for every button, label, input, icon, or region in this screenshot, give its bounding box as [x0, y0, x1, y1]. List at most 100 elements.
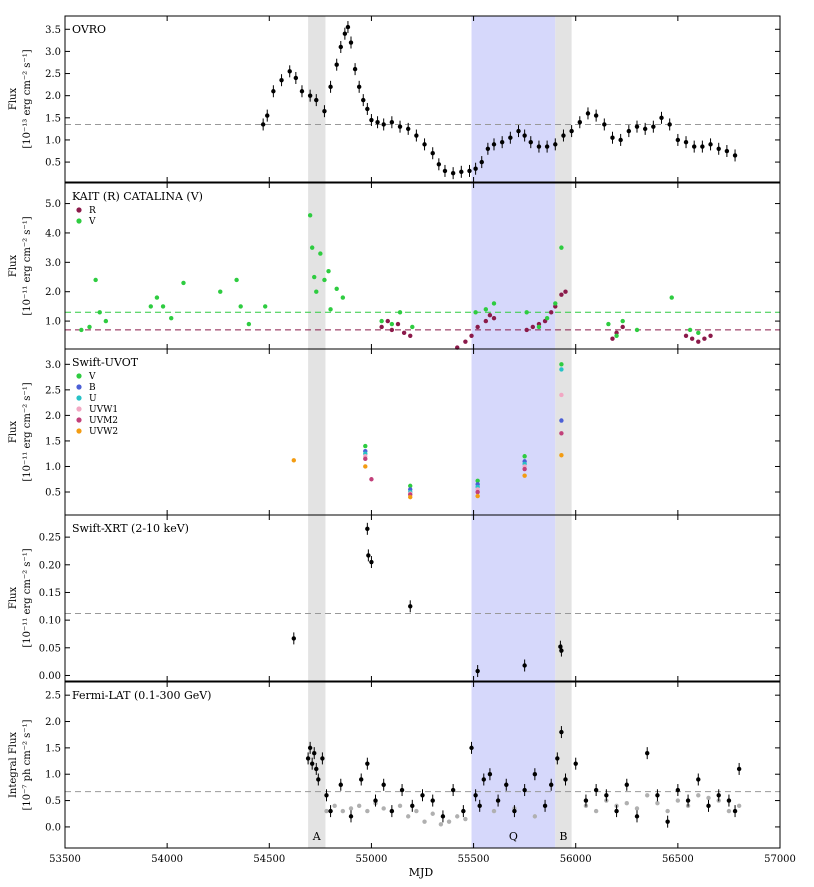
data-point: [414, 133, 419, 138]
data-point: [683, 333, 689, 338]
data-point: [675, 798, 681, 803]
legend-label: B: [89, 383, 96, 393]
data-point: [373, 798, 378, 803]
data-point: [634, 124, 640, 129]
data-point: [577, 120, 582, 125]
data-point: [634, 814, 640, 819]
data-point: [97, 310, 102, 315]
x-tick-label: 56000: [560, 854, 592, 865]
data-point: [408, 483, 413, 489]
data-point: [316, 777, 321, 782]
data-point: [312, 750, 317, 756]
data-point: [265, 113, 270, 118]
y-tick-label: 0.10: [39, 616, 61, 627]
band-region-b: [555, 16, 572, 848]
data-point: [610, 336, 615, 341]
data-point: [665, 819, 670, 824]
data-point: [655, 801, 660, 806]
data-point: [359, 777, 364, 782]
data-point: [328, 307, 333, 312]
legend-marker: [76, 207, 82, 213]
data-point: [485, 146, 491, 151]
y-tick-label: 0.15: [39, 588, 61, 599]
y-tick-label: 3.0: [45, 47, 61, 58]
band-label-q: Q: [509, 830, 518, 843]
data-point: [477, 803, 482, 809]
data-point: [328, 84, 333, 90]
data-point: [522, 473, 527, 478]
data-point: [79, 327, 84, 333]
y-tick-label: 1.0: [45, 462, 61, 473]
data-point: [696, 777, 701, 782]
data-point: [293, 75, 299, 81]
panel-3: 0.5 1.0 1.5 2.0 2.5 3.0 Swift-UVOT VBUUVW1UVM2U…: [8, 348, 781, 516]
data-point: [450, 170, 456, 176]
legend-marker: [76, 428, 82, 434]
data-point: [309, 245, 315, 250]
band-region-q: [471, 16, 556, 848]
data-point: [356, 803, 362, 809]
data-point: [322, 108, 327, 114]
data-point: [483, 318, 489, 324]
data-point: [614, 808, 619, 814]
data-point: [524, 327, 529, 333]
data-point: [87, 324, 92, 330]
y-axis-label-line1: Flux: [8, 255, 19, 278]
data-point: [338, 782, 343, 787]
data-point: [487, 772, 493, 777]
data-point: [561, 133, 566, 138]
data-point: [361, 97, 366, 103]
data-point: [530, 324, 536, 330]
data-point: [593, 113, 599, 118]
data-point: [624, 782, 629, 787]
data-point: [491, 315, 497, 321]
data-point: [334, 62, 339, 67]
y-axis-label: Flux [10⁻¹¹ erg cm⁻² s⁻¹]: [8, 548, 33, 647]
data-point: [542, 803, 548, 809]
data-point: [181, 280, 186, 286]
data-point: [422, 142, 427, 147]
data-point: [442, 168, 448, 174]
data-point: [593, 787, 599, 793]
data-point: [440, 814, 446, 819]
y-tick-label: 2.5: [45, 691, 61, 702]
panel-frame: [64, 348, 781, 516]
data-point: [422, 819, 427, 824]
data-point: [716, 146, 721, 151]
data-point: [328, 808, 333, 814]
data-point: [522, 454, 527, 459]
data-point: [499, 139, 505, 145]
data-point: [318, 251, 323, 256]
data-point: [585, 111, 591, 116]
y-axis-label-line2: [10⁻¹¹ erg cm⁻² s⁻¹]: [22, 382, 33, 481]
panel-1: 0.5 1.0 1.5 2.0 2.5 3.0 3.5 OVRO Flux [10⁻¹³ erg …: [8, 15, 781, 183]
data-point: [93, 277, 98, 283]
y-axis-label: Integral Flux [10⁻⁷ ph cm⁻² s⁻¹]: [8, 719, 33, 810]
data-point: [702, 336, 707, 341]
data-point: [263, 304, 268, 309]
data-point: [287, 69, 292, 74]
data-point: [522, 663, 527, 668]
band-label-b: B: [559, 830, 567, 843]
data-point: [559, 367, 564, 372]
legend-label: UVM2: [89, 416, 118, 426]
data-point: [363, 456, 368, 462]
y-axis-label-line1: Integral Flux: [8, 732, 19, 798]
data-point: [708, 333, 713, 338]
data-point: [342, 31, 348, 36]
data-point: [559, 453, 564, 458]
data-point: [475, 489, 480, 495]
data-point: [148, 304, 153, 309]
data-point: [324, 793, 329, 798]
data-point: [620, 324, 625, 330]
panel-title: Swift-UVOT: [72, 356, 139, 369]
data-point: [246, 321, 252, 327]
y-axis-label-line1: Flux: [8, 587, 19, 610]
data-point: [395, 321, 401, 327]
data-point: [532, 772, 538, 777]
data-point: [716, 793, 721, 798]
legend-marker: [76, 373, 82, 379]
y-tick-label: 0.0: [45, 822, 61, 833]
data-point: [528, 139, 533, 145]
